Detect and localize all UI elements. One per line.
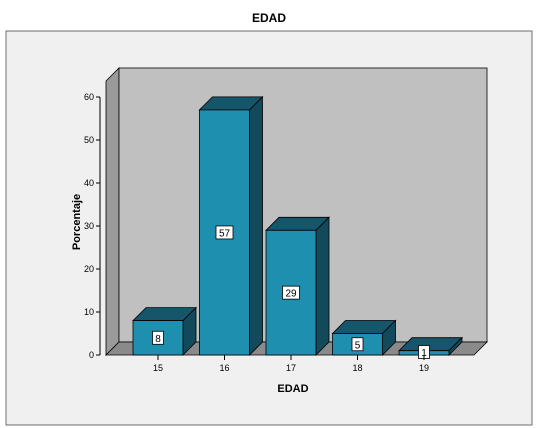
data-label: 8 <box>155 334 161 345</box>
bar-15: 8 <box>132 306 197 356</box>
y-axis-title: Porcentaje <box>71 194 83 250</box>
bar-side-face <box>249 95 263 356</box>
x-tick-label: 17 <box>286 363 296 373</box>
y-tick-label: 10 <box>84 307 94 317</box>
x-tick-label: 15 <box>153 363 163 373</box>
bar-18: 5 <box>331 319 397 356</box>
y-tick-label: 0 <box>89 350 94 360</box>
x-tick-label: 18 <box>352 363 362 373</box>
y-axis-ticks: 0 10 20 30 40 50 60 <box>84 92 100 360</box>
data-label-box <box>152 330 164 345</box>
y-tick-label: 50 <box>84 135 94 145</box>
y-tick-label: 60 <box>84 92 94 102</box>
y-tick-label: 40 <box>84 178 94 188</box>
chart-title: EDAD <box>252 11 286 25</box>
bar-19: 1 <box>398 336 463 359</box>
side-wall <box>105 67 120 356</box>
bar-16: 57 <box>198 95 264 356</box>
x-axis-ticks: 15 16 17 18 19 <box>153 355 429 373</box>
bar-side-face <box>315 216 330 356</box>
data-label-box <box>215 225 234 240</box>
data-label-box <box>351 337 364 352</box>
data-label-box <box>282 285 300 300</box>
y-tick-label: 20 <box>84 264 94 274</box>
x-tick-label: 19 <box>419 363 429 373</box>
data-label: 5 <box>355 340 361 351</box>
bars: 8 57 29 5 1 <box>132 95 463 359</box>
x-axis-title: EDAD <box>277 383 308 395</box>
bar-17: 29 <box>265 216 330 356</box>
data-label: 29 <box>285 289 297 300</box>
data-label: 57 <box>219 228 231 239</box>
y-tick-label: 30 <box>84 221 94 231</box>
x-tick-label: 16 <box>219 363 229 373</box>
data-label: 1 <box>421 348 427 359</box>
